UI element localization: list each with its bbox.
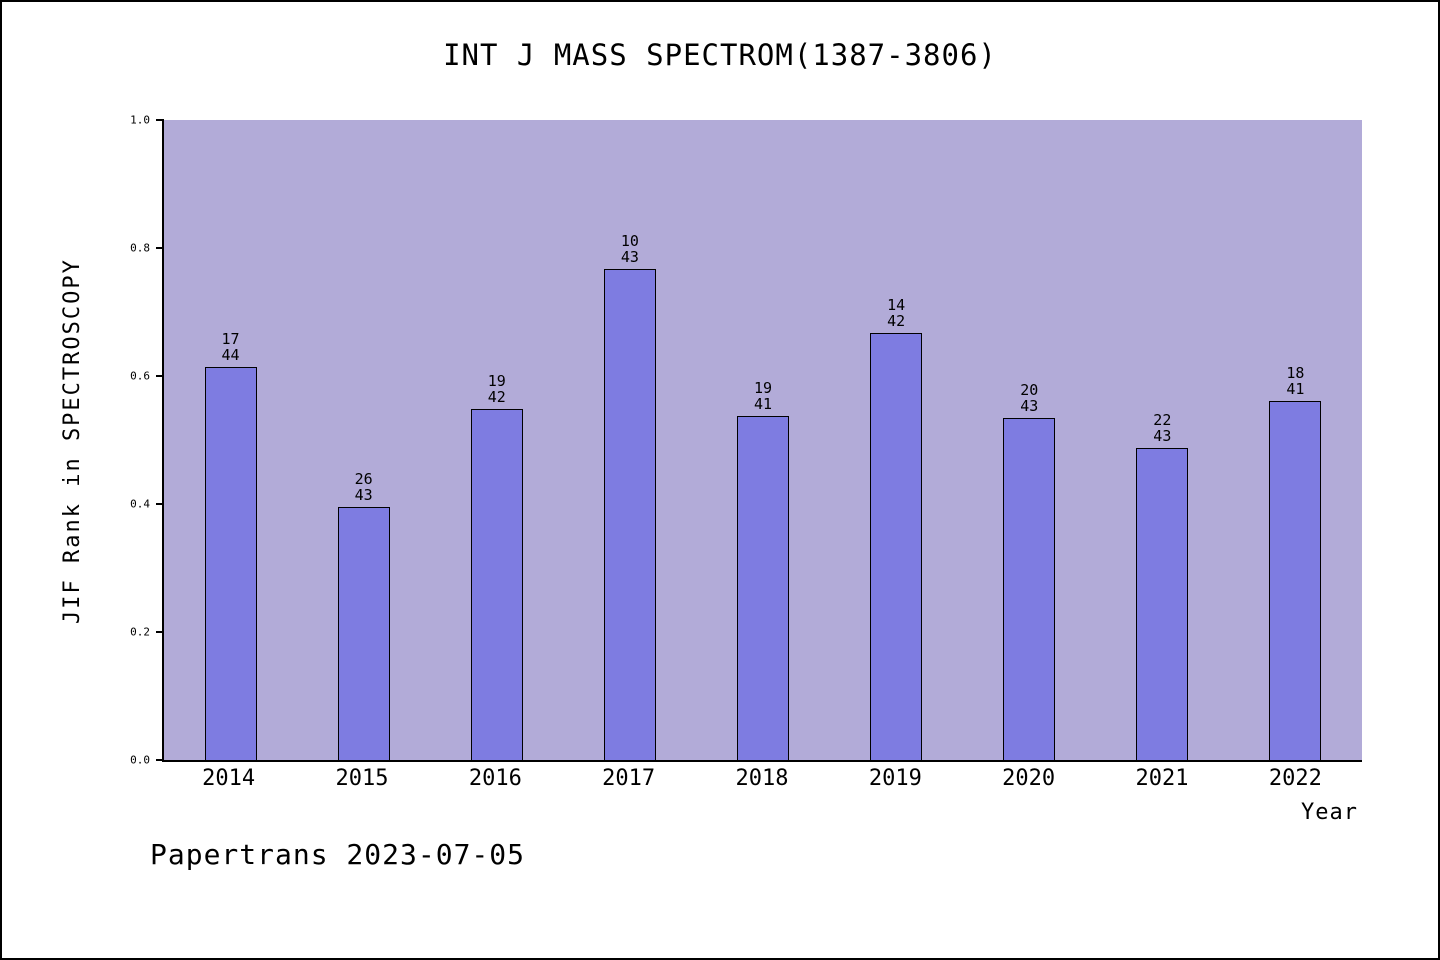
x-tick-label-2019: 2019 bbox=[868, 766, 922, 791]
x-tick-label-2021: 2021 bbox=[1135, 766, 1189, 791]
bar-2022 bbox=[1269, 400, 1322, 760]
y-tick-mark bbox=[156, 247, 164, 249]
bar-2017 bbox=[603, 269, 656, 760]
bar-2015 bbox=[337, 507, 390, 760]
x-tick-label-2022: 2022 bbox=[1268, 766, 1322, 791]
x-tick-label-2018: 2018 bbox=[735, 766, 789, 791]
bar-2021 bbox=[1136, 447, 1189, 760]
y-tick-label: 0.6 bbox=[130, 369, 150, 383]
y-tick-label: 0.0 bbox=[130, 753, 150, 767]
y-tick-mark bbox=[156, 503, 164, 505]
bar-value-label-2017: 10 43 bbox=[620, 232, 639, 267]
y-axis-label: JIF Rank in SPECTROSCOPY bbox=[60, 258, 85, 624]
bar-2020 bbox=[1003, 417, 1056, 760]
x-tick-label-2014: 2014 bbox=[202, 766, 256, 791]
y-tick-label: 0.4 bbox=[130, 497, 150, 511]
plot-area: 0.0 0.2 0.4 0.6 0.8 1.0 17 44 26 43 19 42 10 43 19… bbox=[130, 115, 1362, 766]
bar-value-label-2016: 19 42 bbox=[487, 372, 506, 407]
chart-title: INT J MASS SPECTROM(1387-3806) bbox=[443, 38, 997, 72]
bar-2019 bbox=[870, 333, 923, 760]
footer-text: Papertrans 2023-07-05 bbox=[150, 838, 526, 871]
x-tick-label-2020: 2020 bbox=[1002, 766, 1056, 791]
bar-2014 bbox=[204, 367, 257, 760]
y-tick-mark bbox=[156, 119, 164, 121]
x-tick-label-2015: 2015 bbox=[335, 766, 389, 791]
y-tick-label: 0.8 bbox=[130, 241, 150, 255]
bar-2018 bbox=[737, 416, 789, 760]
y-tick-mark bbox=[156, 631, 164, 633]
y-tick-label: 0.2 bbox=[130, 625, 150, 639]
y-tick-mark bbox=[156, 759, 164, 761]
bar-value-label-2021: 22 43 bbox=[1153, 410, 1172, 445]
bar-value-label-2022: 18 41 bbox=[1286, 363, 1305, 398]
x-tick-label-2016: 2016 bbox=[468, 766, 522, 791]
y-tick-mark bbox=[156, 375, 164, 377]
bar-value-label-2015: 26 43 bbox=[354, 470, 373, 505]
bar-2016 bbox=[470, 409, 523, 760]
x-tick-labels: 2014 2015 2016 2017 2018 2019 2020 2021 2022 bbox=[162, 766, 1362, 796]
bar-value-label-2014: 17 44 bbox=[221, 330, 240, 365]
x-tick-label-2017: 2017 bbox=[602, 766, 656, 791]
bar-value-label-2019: 14 42 bbox=[887, 296, 906, 331]
bar-value-label-2018: 19 41 bbox=[753, 379, 773, 414]
x-axis-label: Year bbox=[1301, 800, 1358, 825]
bar-value-label-2020: 20 43 bbox=[1020, 380, 1039, 415]
y-tick-label: 1.0 bbox=[130, 113, 150, 127]
